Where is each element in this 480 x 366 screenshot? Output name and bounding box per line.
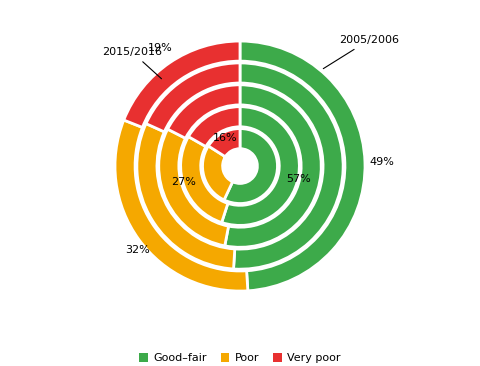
Text: 32%: 32%: [125, 245, 150, 255]
Wedge shape: [225, 85, 321, 247]
Wedge shape: [240, 41, 365, 291]
Wedge shape: [189, 107, 240, 147]
Wedge shape: [203, 146, 233, 200]
Wedge shape: [208, 128, 240, 157]
Text: 27%: 27%: [171, 178, 196, 187]
Text: 2015/2016: 2015/2016: [102, 47, 162, 79]
Circle shape: [223, 149, 257, 183]
Text: 2005/2006: 2005/2006: [324, 35, 399, 69]
Text: 16%: 16%: [213, 134, 237, 143]
Text: 49%: 49%: [370, 157, 395, 167]
Wedge shape: [115, 120, 248, 291]
Wedge shape: [124, 41, 240, 127]
Wedge shape: [180, 137, 228, 223]
Wedge shape: [137, 124, 235, 269]
Wedge shape: [168, 85, 240, 138]
Wedge shape: [222, 107, 300, 225]
Wedge shape: [159, 129, 228, 246]
Legend: Good–fair, Poor, Very poor: Good–fair, Poor, Very poor: [135, 349, 345, 366]
Text: 19%: 19%: [147, 43, 172, 53]
Text: 57%: 57%: [286, 174, 311, 184]
Wedge shape: [234, 63, 343, 269]
Wedge shape: [224, 128, 277, 203]
Wedge shape: [146, 63, 240, 132]
